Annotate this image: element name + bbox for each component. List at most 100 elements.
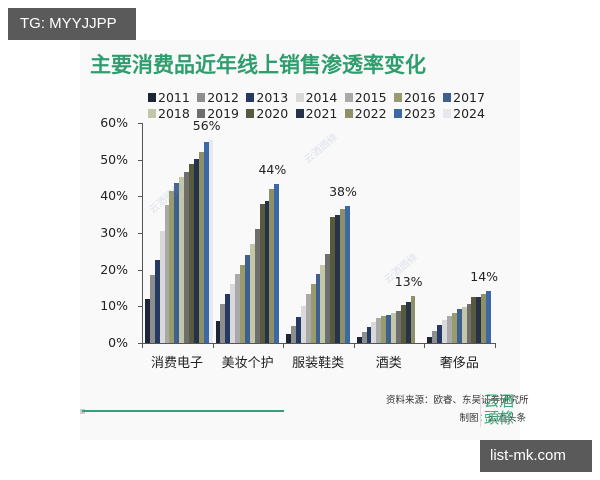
bar-2022 [198, 151, 204, 343]
legend-label: 2023 [403, 106, 436, 121]
bar-2021 [335, 215, 340, 343]
y-tick [138, 306, 142, 308]
bar-2023 [486, 290, 491, 343]
legend-swatch [246, 93, 255, 102]
bar-2013 [437, 325, 443, 343]
brand-logo: 云酒 頭條 [480, 393, 514, 427]
bar-2018 [461, 307, 467, 343]
legend-item-2012: 2012 [197, 90, 246, 105]
x-tick [212, 343, 214, 348]
y-tick [138, 269, 142, 271]
chart-title: 主要消费品近年线上销售渗透率变化 [90, 52, 426, 77]
legend-label: 2022 [354, 106, 387, 121]
x-tick [495, 343, 496, 348]
bar-2022 [410, 295, 416, 343]
bar-2020 [330, 217, 336, 343]
legend-label: 2021 [305, 106, 338, 121]
legend-label: 2018 [158, 106, 190, 121]
source-note: 资料来源：欧睿、东吴证券研究所 制图：云酒头条 [386, 392, 529, 428]
bar-2012 [432, 330, 438, 343]
legend-swatch [443, 93, 452, 102]
x-category-label: 奢侈品 [439, 356, 479, 371]
bar-2014 [159, 231, 165, 343]
bar-2015 [235, 274, 241, 343]
bar-2017 [456, 308, 462, 343]
bar-2011 [286, 334, 292, 343]
bar-2024 [208, 139, 214, 343]
bar-2019 [184, 172, 190, 343]
bar-2021 [193, 159, 199, 343]
legend-swatch [295, 93, 304, 102]
legend-item-2018: 2018 [148, 106, 197, 121]
y-tick-label: 20% [100, 261, 128, 277]
bar-2016 [240, 265, 245, 343]
bar-2023 [203, 142, 209, 343]
legend-swatch [393, 93, 402, 102]
chart-legend: 2011 2012 2013 2014 2015 2016 2017 2018 2019 2020… [148, 90, 493, 121]
legend-swatch [197, 109, 206, 118]
legend-label: 2013 [256, 90, 289, 105]
bar-2019 [254, 228, 260, 343]
bar-2017 [315, 273, 321, 343]
bar-2020 [400, 304, 406, 343]
bar-2019 [325, 253, 331, 343]
bar-2011 [356, 336, 362, 343]
bar-value-annotation: 56% [192, 117, 221, 133]
y-tick-label: 0% [108, 335, 128, 350]
bar-2022 [339, 208, 345, 343]
y-tick-label: 50% [100, 151, 128, 167]
legend-label: 2012 [207, 90, 239, 105]
bar-2017 [174, 182, 180, 343]
bar-2018 [179, 177, 185, 343]
y-tick [138, 196, 142, 198]
source-text: 资料来源：欧睿、东吴证券研究所 [386, 395, 529, 406]
bottom-right-watermark-tag: list-mk.com [480, 440, 592, 472]
brand-line-2: 頭條 [484, 409, 515, 427]
legend-label: 2020 [256, 106, 289, 121]
x-category-label: 服装鞋类 [292, 356, 345, 371]
legend-swatch [246, 109, 255, 118]
bar-value-annotation: 13% [394, 273, 423, 289]
bar-2019 [466, 304, 472, 343]
legend-swatch [443, 109, 452, 118]
legend-item-2011: 2011 [148, 90, 197, 105]
bar-2023 [344, 205, 350, 343]
legend-swatch [344, 93, 353, 102]
bar-2013 [154, 259, 160, 343]
y-tick-label: 10% [100, 298, 128, 314]
y-tick-label: 30% [100, 225, 128, 240]
legend-item-2024: 2024 [443, 106, 492, 121]
legend-swatch [344, 109, 353, 118]
y-tick [138, 159, 142, 161]
x-category-label: 酒类 [375, 356, 402, 371]
bar-group [145, 123, 214, 343]
x-tick [424, 343, 426, 348]
bar-2015 [305, 293, 311, 343]
bar-2014 [442, 319, 447, 343]
credit-text: 制图：云酒头条 [459, 413, 526, 424]
bar-value-annotation: 44% [258, 162, 287, 178]
bar-2016 [451, 312, 457, 343]
legend-label: 2019 [207, 106, 239, 121]
bar-2014 [300, 305, 306, 343]
bar-2015 [164, 205, 170, 343]
bar-2018 [391, 313, 396, 343]
bar-2019 [395, 311, 401, 343]
bar-2012 [361, 332, 367, 343]
bar-2020 [471, 296, 477, 343]
bar-2018 [320, 264, 326, 343]
bar-2014 [230, 284, 236, 343]
bar-2016 [310, 283, 316, 343]
bar-2023 [274, 184, 280, 343]
x-tick [142, 343, 143, 348]
legend-swatch [393, 109, 402, 118]
bar-2020 [189, 164, 194, 343]
legend-item-2016: 2016 [393, 90, 443, 105]
legend-item-2017: 2017 [443, 90, 492, 105]
bar-group [215, 123, 284, 343]
y-axis [142, 123, 143, 344]
legend-label: 2017 [453, 90, 485, 105]
bar-2017 [244, 255, 250, 343]
y-tick-label: 60% [100, 115, 128, 130]
bar-2017 [386, 315, 392, 343]
